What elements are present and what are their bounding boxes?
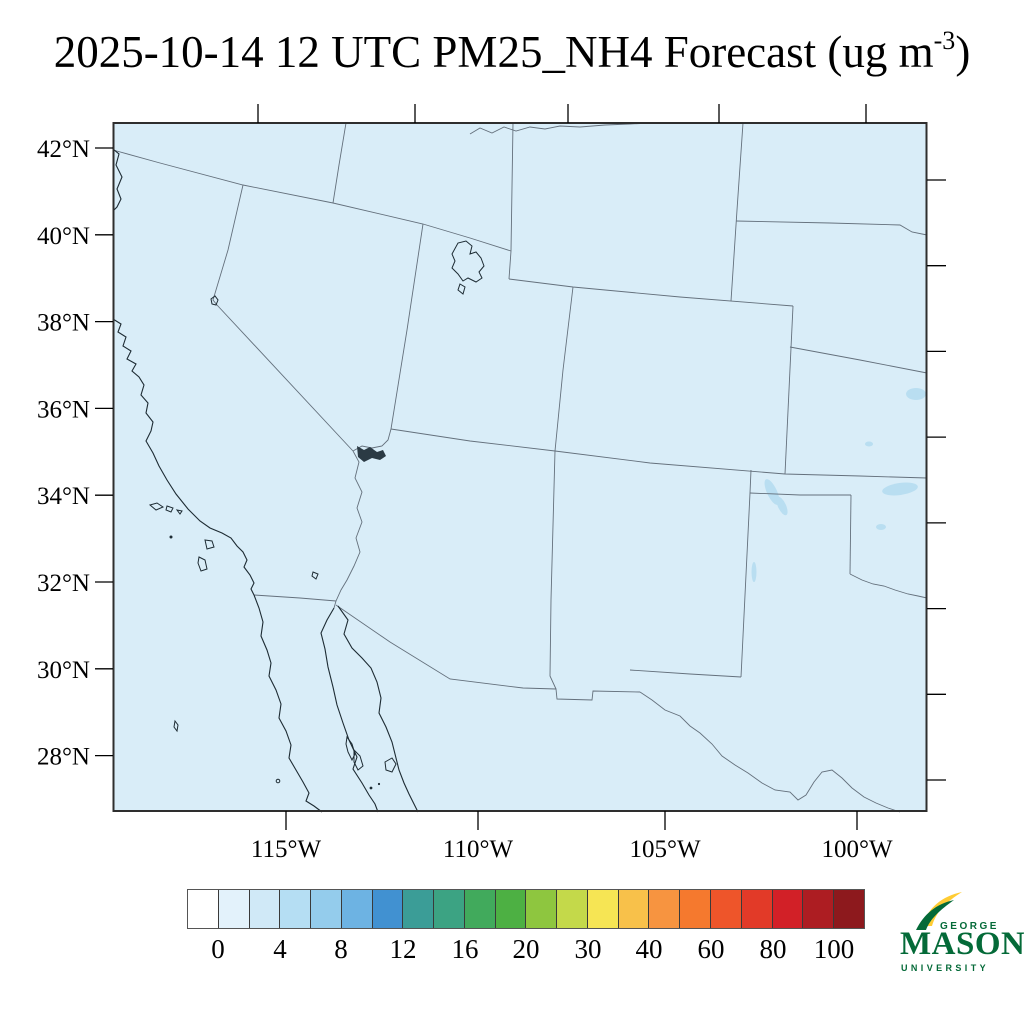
colorbar-segment [248, 890, 280, 928]
colorbar-label: 12 [389, 934, 417, 964]
coastline [112, 148, 419, 813]
lat-ticks-right [927, 179, 946, 781]
logo-text-university: UNIVERSITY [901, 963, 990, 973]
lat-ticks-left [95, 147, 113, 757]
colorbar-segment [617, 890, 649, 928]
state-borders [112, 122, 928, 813]
colorbar-segment [802, 890, 834, 928]
lat-label: 28°N [37, 744, 90, 771]
lon-label: 115°W [251, 836, 322, 863]
lon-label: 110°W [443, 836, 514, 863]
colorbar-segment [556, 890, 587, 928]
colorbar-segment [740, 890, 772, 928]
logo-swoosh-icon [916, 892, 962, 930]
colorbar [187, 889, 865, 929]
colorbar-label: 0 [211, 934, 225, 964]
map-background [113, 123, 927, 811]
colorbar-segment [340, 890, 372, 928]
colorbar-label: 40 [635, 934, 663, 964]
title-text: 2025-10-14 12 UTC PM25_NH4 Forecast (ug … [53, 27, 934, 77]
colorbar-label: 100 [813, 934, 855, 964]
pm-patches [751, 388, 926, 582]
colorbar-label: 16 [451, 934, 479, 964]
lat-label: 32°N [37, 570, 90, 597]
lon-ticks-top [257, 104, 867, 123]
colorbar-segment [679, 890, 711, 928]
colorbar-segment [402, 890, 434, 928]
colorbar-segment [463, 890, 495, 928]
colorbar-label: 20 [512, 934, 540, 964]
page-title: 2025-10-14 12 UTC PM25_NH4 Forecast (ug … [0, 26, 1024, 78]
colorbar-label: 60 [697, 934, 725, 964]
colorbar-segment [310, 890, 341, 928]
colorbar-segment [710, 890, 741, 928]
colorbar-segment [771, 890, 803, 928]
title-superscript: -3 [933, 26, 956, 55]
map-frame [112, 122, 928, 812]
colorbar-segment [188, 890, 218, 928]
colorbar-segment [586, 890, 618, 928]
lon-label: 105°W [629, 836, 700, 863]
lat-label: 42°N [37, 136, 90, 163]
colorbar-label: 30 [574, 934, 602, 964]
lon-ticks-bottom [285, 811, 858, 830]
lon-axis-labels: 115°W 110°W 105°W 100°W [251, 836, 893, 863]
lat-label: 40°N [37, 223, 90, 250]
lon-label: 100°W [821, 836, 892, 863]
colorbar-label: 80 [759, 934, 787, 964]
title-suffix: ) [955, 27, 971, 77]
logo-text-george: GEORGE [940, 921, 999, 932]
lat-label: 34°N [37, 483, 90, 510]
lat-label: 36°N [37, 396, 90, 423]
colorbar-label: 4 [273, 934, 287, 964]
colorbar-segment [494, 890, 526, 928]
colorbar-segment [279, 890, 311, 928]
colorbar-segment [833, 890, 864, 928]
colorbar-segment [648, 890, 680, 928]
colorbar-segment [371, 890, 403, 928]
colorbar-segment [217, 890, 249, 928]
colorbar-segment [525, 890, 557, 928]
lakes-islands [148, 240, 485, 790]
logo-text-mason: MASON [900, 926, 1024, 962]
lat-label: 38°N [37, 310, 90, 337]
colorbar-segment [433, 890, 464, 928]
lat-label: 30°N [37, 657, 90, 684]
george-mason-logo: GEORGE MASON UNIVERSITY [894, 889, 1024, 989]
lat-axis-labels: 42°N 40°N 38°N 36°N 34°N 32°N 30°N 28°N [37, 136, 90, 771]
colorbar-label: 8 [334, 934, 348, 964]
